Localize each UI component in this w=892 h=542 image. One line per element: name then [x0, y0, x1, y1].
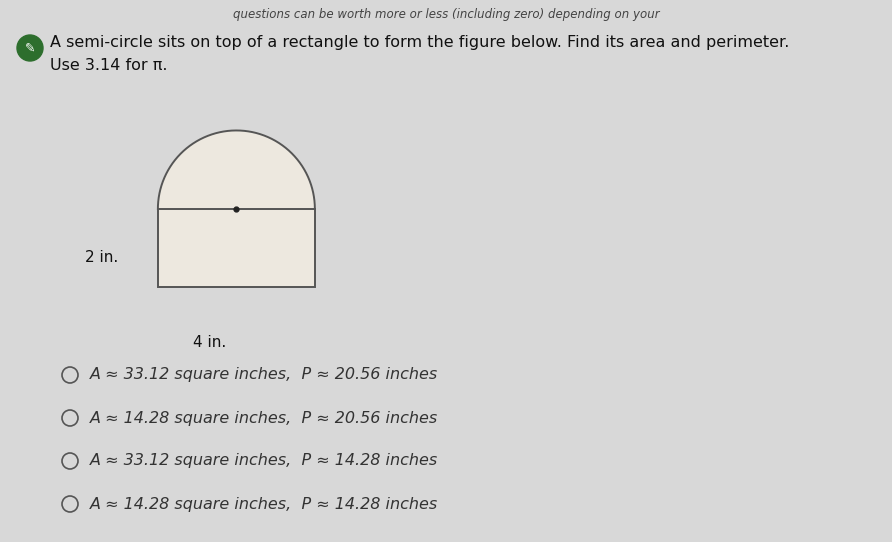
- Text: A ≈ 14.28 square inches,  P ≈ 20.56 inches: A ≈ 14.28 square inches, P ≈ 20.56 inche…: [90, 410, 438, 425]
- Text: A ≈ 33.12 square inches,  P ≈ 20.56 inches: A ≈ 33.12 square inches, P ≈ 20.56 inche…: [90, 367, 438, 383]
- Bar: [158, 209, 315, 287]
- Polygon shape: [158, 131, 315, 209]
- Text: A semi-circle sits on top of a rectangle to form the figure below. Find its area: A semi-circle sits on top of a rectangle…: [50, 35, 789, 49]
- Text: Use 3.14 for π.: Use 3.14 for π.: [50, 57, 168, 73]
- Text: questions can be worth more or less (including zero) depending on your: questions can be worth more or less (inc…: [233, 8, 659, 21]
- Text: 2 in.: 2 in.: [85, 250, 118, 266]
- Text: 4 in.: 4 in.: [194, 335, 227, 350]
- Text: A ≈ 14.28 square inches,  P ≈ 14.28 inches: A ≈ 14.28 square inches, P ≈ 14.28 inche…: [90, 496, 438, 512]
- Text: ✎: ✎: [25, 42, 36, 55]
- Text: A ≈ 33.12 square inches,  P ≈ 14.28 inches: A ≈ 33.12 square inches, P ≈ 14.28 inche…: [90, 454, 438, 468]
- Circle shape: [17, 35, 43, 61]
